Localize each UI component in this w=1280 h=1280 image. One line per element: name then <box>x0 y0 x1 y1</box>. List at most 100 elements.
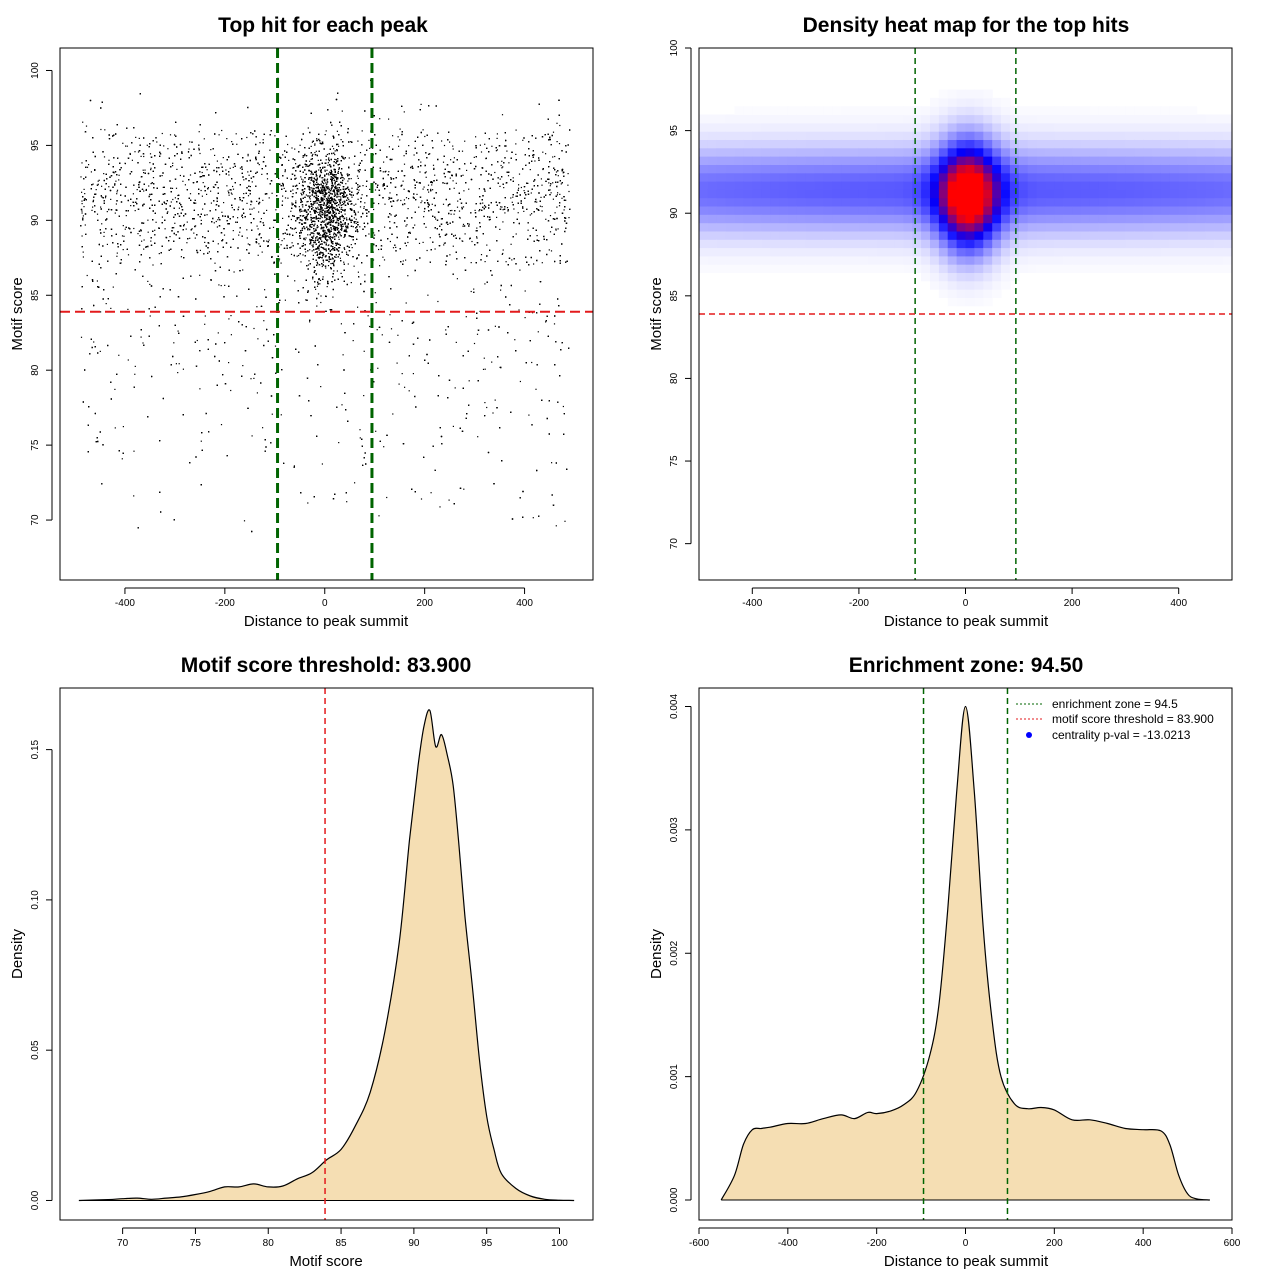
scatter-point <box>258 164 260 166</box>
scatter-point <box>323 196 325 198</box>
scatter-point <box>351 187 353 189</box>
scatter-point <box>312 153 314 155</box>
scatter-point <box>444 242 446 244</box>
scatter-point <box>440 218 442 220</box>
scatter-point <box>314 152 316 154</box>
scatter-point <box>84 224 86 226</box>
scatter-point <box>250 378 252 380</box>
scatter-point <box>326 179 328 181</box>
scatter-point <box>320 237 322 239</box>
scatter-point <box>342 220 344 222</box>
scatter-point <box>136 189 138 191</box>
scatter-point <box>392 200 394 202</box>
scatter-point <box>429 153 431 155</box>
scatter-point <box>511 259 513 261</box>
scatter-point <box>310 214 312 216</box>
scatter-point <box>505 261 507 263</box>
scatter-point <box>317 293 320 295</box>
scatter-point <box>355 218 357 220</box>
scatter-point <box>506 150 508 152</box>
scatter-point <box>534 160 536 162</box>
scatter-point <box>339 184 341 186</box>
scatter-point <box>179 174 181 177</box>
scatter-point <box>156 141 158 143</box>
scatter-point <box>403 155 405 157</box>
scatter-point <box>317 195 319 197</box>
scatter-point <box>319 205 321 207</box>
scatter-point <box>332 296 334 298</box>
scatter-point <box>82 251 84 253</box>
scatter-point <box>155 221 157 223</box>
scatter-point <box>347 263 349 265</box>
scatter-point <box>312 187 314 189</box>
scatter-point <box>299 144 301 146</box>
scatter-point <box>284 171 286 173</box>
scatter-point <box>82 121 84 123</box>
scatter-point <box>100 206 102 208</box>
scatter-point <box>309 321 311 323</box>
scatter-point <box>225 169 227 171</box>
scatter-point <box>237 217 239 219</box>
scatter-point <box>312 254 314 256</box>
scatter-point <box>349 217 351 219</box>
scatter-point <box>434 248 436 250</box>
scatter-point <box>162 186 164 188</box>
scatter-point <box>340 220 342 223</box>
scatter-point <box>486 244 488 246</box>
scatter-point <box>368 233 370 235</box>
scatter-point <box>248 174 250 176</box>
scatter-point <box>275 209 277 211</box>
scatter-point <box>400 199 402 202</box>
scatter-point <box>536 235 538 237</box>
scatter-point <box>451 209 453 212</box>
scatter-point <box>172 165 174 167</box>
scatter-point <box>311 250 313 252</box>
scatter-point <box>249 186 251 188</box>
scatter-point <box>347 173 349 175</box>
scatter-point <box>310 173 312 175</box>
scatter-point <box>320 171 322 173</box>
scatter-point <box>350 282 352 284</box>
scatter-point <box>180 256 182 258</box>
scatter-point <box>195 202 197 204</box>
scatter-point <box>226 138 228 140</box>
scatter-point <box>317 238 319 240</box>
scatter-point <box>336 196 339 198</box>
scatter-point <box>334 221 337 224</box>
scatter-point <box>249 208 251 210</box>
scatter-point <box>321 177 323 179</box>
scatter-point <box>291 147 293 149</box>
scatter-point <box>101 185 103 187</box>
scatter-point <box>150 169 152 171</box>
scatter-point <box>310 219 312 221</box>
scatter-point <box>339 199 341 201</box>
scatter-point <box>412 373 414 375</box>
scatter-point <box>206 214 208 216</box>
scatter-point <box>282 217 284 219</box>
scatter-point <box>374 234 376 236</box>
scatter-point <box>262 199 264 201</box>
scatter-point <box>309 182 311 184</box>
scatter-point <box>206 169 208 171</box>
scatter-point <box>453 213 455 215</box>
scatter-point <box>310 187 312 189</box>
scatter-point <box>560 183 562 185</box>
scatter-point <box>266 178 269 180</box>
scatter-point <box>201 176 203 178</box>
scatter-point <box>310 200 312 202</box>
scatter-point <box>535 388 537 390</box>
scatter-point <box>143 155 145 158</box>
scatter-point <box>324 230 326 232</box>
scatter-point <box>147 231 149 233</box>
scatter-point <box>374 189 377 191</box>
scatter-point <box>335 162 337 164</box>
scatter-point <box>238 234 240 236</box>
scatter-point <box>340 272 342 274</box>
scatter-point <box>524 317 526 319</box>
scatter-point <box>499 228 501 230</box>
scatter-point <box>217 332 219 334</box>
scatter-point <box>433 167 435 169</box>
scatter-point <box>81 200 83 202</box>
scatter-point <box>322 229 324 231</box>
scatter-point <box>216 160 218 162</box>
